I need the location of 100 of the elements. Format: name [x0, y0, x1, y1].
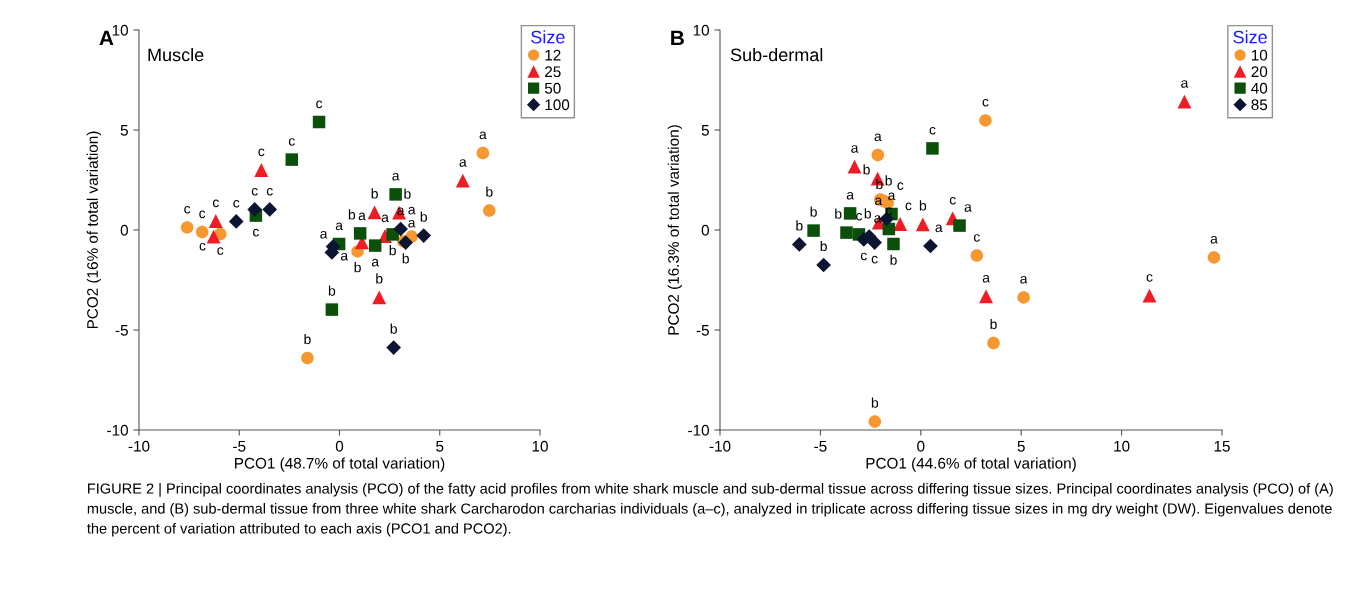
- data-label: a: [408, 219, 416, 228]
- data-label: b: [796, 220, 803, 231]
- data-label: a: [479, 131, 487, 140]
- data-label: b: [304, 333, 311, 345]
- data-label: a: [1020, 275, 1028, 284]
- data-label: c: [929, 126, 936, 135]
- data-label: b: [864, 208, 871, 219]
- x-tick-label: 0: [917, 440, 925, 452]
- data-label: c: [212, 199, 219, 208]
- data-label: a: [874, 133, 882, 142]
- data-label: a: [340, 252, 349, 261]
- x-tick-label: 0: [335, 440, 344, 452]
- data-label: b: [835, 208, 842, 219]
- data-label: a: [459, 159, 467, 167]
- y-tick-label: 0: [120, 224, 128, 236]
- data-label: a: [335, 222, 343, 231]
- data-label: c: [860, 252, 867, 261]
- x-tick-label: 10: [1114, 440, 1130, 452]
- data-label: c: [253, 228, 259, 237]
- data-label: b: [354, 262, 361, 273]
- data-label: a: [381, 214, 389, 223]
- data-label: b: [810, 206, 817, 217]
- data-label: b: [376, 273, 383, 284]
- data-label: c: [233, 199, 240, 208]
- y-tick-label: 10: [693, 24, 709, 36]
- legend-label: 20: [1251, 66, 1268, 78]
- data-label: a: [392, 172, 400, 181]
- data-label: b: [871, 397, 879, 408]
- data-label: b: [390, 323, 397, 334]
- text: A: [99, 30, 114, 46]
- data-label: c: [905, 202, 912, 211]
- data-label: c: [871, 255, 878, 264]
- data-label: b: [820, 240, 827, 252]
- data-label: b: [328, 285, 336, 296]
- legend-label: 25: [545, 66, 561, 78]
- y-tick-label: -10: [688, 424, 709, 436]
- x-tick-label: -5: [814, 440, 827, 452]
- legend-label: 10: [1251, 49, 1268, 61]
- y-tick-label: 5: [120, 125, 128, 136]
- legend-label: 100: [545, 99, 570, 111]
- data-label: c: [251, 187, 258, 196]
- data-label: c: [184, 205, 191, 214]
- data-label: b: [885, 175, 892, 186]
- x-tick-label: 15: [1214, 440, 1230, 452]
- y-axis-title: PCO2 (16.3% of total variation): [667, 125, 682, 335]
- y-tick-label: 0: [701, 224, 709, 236]
- data-label: b: [348, 209, 356, 220]
- data-label: c: [982, 98, 989, 107]
- data-label: b: [389, 245, 396, 256]
- x-axis-title: PCO1 (44.6% of total variation): [866, 457, 1076, 472]
- x-axis-title: PCO1 (48.7% of total variation): [235, 457, 445, 472]
- y-axis-title: PCO2 (16% of total variation): [86, 131, 101, 329]
- caption: FIGURE 2 | Principal coordinates analysis (PCO) of the fatty acid profiles from white shark muscle and sub-dermal tissue across differing tissue sizes. Principal coordinates analysis (PCO) of (A) muscle, and (B) sub-dermal tissue from three white shark Carcharodon carcharias individuals (a–c), analyzed in triplicate across differing tissue sizes in mg dry weight (DW). Eigenvalues denote the percent of variation attributed to each axis (PCO1 and PCO2).: [87, 483, 1333, 537]
- data-label: b: [863, 164, 870, 175]
- legend-label: 50: [544, 82, 561, 94]
- annotation: Sub-dermal: [730, 48, 823, 62]
- x-tick-label: 5: [1017, 440, 1025, 452]
- data-label: c: [199, 210, 206, 219]
- data-label: a: [875, 197, 883, 206]
- data-label: c: [885, 207, 892, 216]
- data-label: c: [288, 138, 295, 146]
- data-label: a: [982, 274, 990, 283]
- data-label: a: [1181, 80, 1189, 88]
- data-label: a: [320, 230, 328, 239]
- data-label: a: [846, 191, 854, 200]
- legend-label: 12: [545, 49, 561, 61]
- y-tick-label: -5: [696, 325, 709, 336]
- legend-title: Size: [1233, 30, 1267, 44]
- data-label: c: [973, 234, 980, 242]
- data-label: a: [1210, 235, 1218, 244]
- legend-label: 85: [1251, 99, 1268, 111]
- data-label: a: [888, 192, 896, 201]
- data-label: c: [217, 247, 224, 255]
- data-label: b: [990, 318, 997, 330]
- x-tick-label: -10: [709, 440, 731, 452]
- data-label: a: [371, 258, 380, 267]
- data-label: b: [486, 186, 493, 197]
- data-label: c: [856, 212, 863, 221]
- data-label: a: [358, 212, 366, 221]
- annotation: Muscle: [148, 48, 204, 62]
- x-tick-label: 5: [436, 440, 444, 452]
- legend-title: Size: [531, 30, 565, 44]
- data-label: c: [199, 242, 206, 251]
- data-label: b: [890, 254, 897, 265]
- legend-label: 40: [1251, 82, 1268, 94]
- y-tick-label: -10: [107, 424, 128, 436]
- data-label: c: [316, 100, 323, 109]
- text: B: [671, 30, 684, 46]
- y-tick-label: -5: [115, 325, 128, 336]
- y-tick-label: 5: [701, 125, 709, 136]
- data-label: b: [919, 200, 927, 211]
- data-label: c: [897, 182, 904, 190]
- data-label: b: [420, 211, 427, 222]
- data-label: a: [851, 145, 859, 153]
- data-label: b: [404, 188, 411, 199]
- data-label: a: [408, 206, 416, 215]
- data-label: c: [266, 187, 273, 196]
- y-tick-label: 10: [112, 24, 128, 36]
- data-label: b: [371, 188, 378, 199]
- data-label: b: [402, 253, 409, 264]
